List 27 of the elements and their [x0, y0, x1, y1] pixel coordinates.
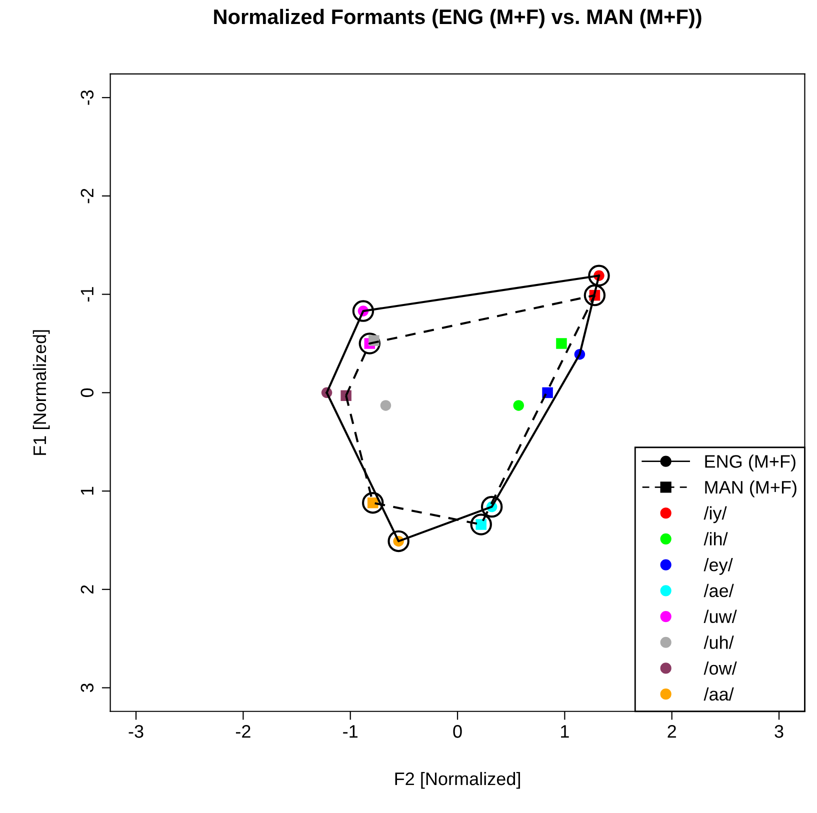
- legend-label: /iy/: [704, 506, 727, 524]
- x-tick-label: 2: [668, 725, 676, 738]
- y-tick-label: -3: [80, 90, 94, 105]
- legend-label: /ae/: [704, 584, 734, 598]
- x-tick-label: 1: [561, 725, 569, 738]
- legend-label: /uw/: [704, 610, 737, 624]
- x-tick-label: -3: [128, 725, 144, 738]
- x-tick-label: -2: [236, 725, 250, 738]
- legend-label: /aa/: [704, 687, 734, 701]
- y-tick-label: 0: [80, 388, 94, 397]
- y-tick-label: 3: [80, 684, 94, 692]
- x-tick-label: -1: [343, 725, 358, 738]
- y-tick-label: -1: [80, 287, 94, 302]
- legend-label: ENG (M+F): [705, 454, 796, 472]
- y-tick-label: -2: [80, 188, 94, 204]
- y-tick-label: 2: [80, 585, 94, 594]
- x-axis-title: F2 [Normalized]: [395, 772, 520, 789]
- legend-label: /ih/: [704, 532, 728, 546]
- legend-label: /uh/: [704, 636, 734, 649]
- y-tick-label: 1: [80, 486, 94, 495]
- legend-label: MAN (M+F): [705, 480, 796, 498]
- legend-label: /ey/: [704, 558, 733, 575]
- x-tick-label: 0: [453, 725, 462, 738]
- x-tick-label: 3: [774, 725, 784, 738]
- chart-title: Normalized Formants (ENG (M+F) vs. MAN (M+F)): [214, 8, 702, 28]
- legend-label: /ow/: [704, 661, 737, 675]
- y-axis-title: F1 [Normalized]: [32, 330, 50, 455]
